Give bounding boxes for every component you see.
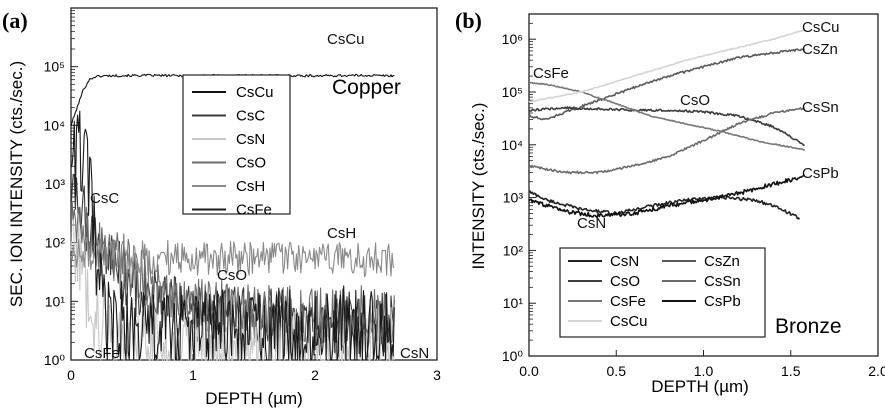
panel-a-label: (a) bbox=[2, 8, 28, 33]
a-y-tick-label: 10⁵ bbox=[44, 59, 65, 75]
a-x-tick-label: 2 bbox=[311, 367, 319, 383]
series-line-cszn bbox=[528, 48, 805, 121]
legend-label-cssn: CsSn bbox=[704, 273, 741, 290]
legend-label-cscu: CsCu bbox=[610, 313, 648, 330]
panel-b-label: (b) bbox=[455, 8, 482, 33]
series-line-cso bbox=[70, 200, 395, 344]
panel-a-ticks: 10⁰ 10¹ 10² 10³ 10⁴ 10⁵ 0 1 2 3 bbox=[43, 10, 441, 383]
b-x-tick-label: 0.0 bbox=[519, 363, 539, 379]
panel-b-legend-box bbox=[559, 247, 766, 338]
b-x-tick-label: 2.0 bbox=[868, 363, 885, 379]
series-label-csn: CsN bbox=[577, 215, 606, 232]
series-label-cspb: CsPb bbox=[802, 165, 839, 182]
legend-label-cspb: CsPb bbox=[704, 293, 741, 310]
series-label-cssn: CsSn bbox=[802, 99, 839, 116]
panel-a-legend-box bbox=[182, 74, 291, 215]
b-x-tick-label: 1.0 bbox=[694, 363, 714, 379]
b-y-tick-label: 10⁵ bbox=[502, 84, 523, 100]
series-label-cso: CsO bbox=[217, 267, 247, 284]
series-label-csh: CsH bbox=[327, 225, 356, 242]
b-y-tick-label: 10¹ bbox=[503, 295, 524, 311]
b-y-tick-label: 10⁶ bbox=[502, 31, 523, 47]
series-line-csfe bbox=[70, 110, 395, 361]
series-line-cssn bbox=[528, 107, 805, 175]
series-label-cszn: CsZn bbox=[802, 41, 838, 58]
series-line-cscu bbox=[528, 29, 805, 103]
legend-label-csn: CsN bbox=[610, 253, 639, 270]
panel-b-legend: CsN CsZn CsO CsSn CsFe CsPb CsCu bbox=[559, 247, 766, 338]
panel-a-y-axis-title: SEC. ION INTENSITY (cts./sec.) bbox=[7, 61, 26, 307]
b-x-tick-label: 1.5 bbox=[781, 363, 801, 379]
panel-a-material-label: Copper bbox=[332, 76, 401, 99]
a-x-tick-label: 0 bbox=[67, 367, 75, 383]
series-label-csfe: CsFe bbox=[84, 345, 120, 362]
panel-a-legend: CsCu CsC CsN CsO CsH CsFe bbox=[182, 74, 291, 219]
legend-label-cscu: CsCu bbox=[236, 84, 274, 101]
panel-b-x-axis-title: DEPTH (µm) bbox=[651, 377, 749, 396]
series-line-csh bbox=[70, 236, 395, 278]
panel-b-series: CsN CsZn CsO CsSn CsFe CsPb CsCu bbox=[528, 19, 840, 232]
series-label-cscu: CsCu bbox=[327, 31, 365, 48]
chart-panel-a: (a) 10⁰ 10¹ 10² 10³ 10⁴ 10⁵ 0 1 2 3 CsCu CsC CsN CsO… bbox=[2, 7, 441, 408]
series-label-csn: CsN bbox=[400, 345, 429, 362]
b-y-tick-label: 10⁴ bbox=[501, 137, 523, 153]
chart-panel-b: (b) 10⁰ 10¹ 10² 10³ 10⁴ 10⁵ 10⁶ 0.0 0.5 1.0 1.5 2.0… bbox=[455, 8, 885, 396]
b-y-tick-label: 10⁰ bbox=[502, 348, 524, 364]
series-label-csfe: CsFe bbox=[533, 65, 569, 82]
a-x-tick-label: 1 bbox=[189, 367, 197, 383]
legend-label-cszn: CsZn bbox=[704, 253, 740, 270]
panel-a-x-axis-title: DEPTH (µm) bbox=[205, 389, 303, 408]
series-label-cso: CsO bbox=[680, 92, 710, 109]
b-y-tick-label: 10³ bbox=[503, 190, 524, 206]
a-y-tick-label: 10³ bbox=[45, 176, 66, 192]
panel-b-ticks: 10⁰ 10¹ 10² 10³ 10⁴ 10⁵ 10⁶ 0.0 0.5 1.0 1.5 2.0 bbox=[501, 13, 885, 379]
panel-b-y-axis-title: INTENSITY (cts./sec.) bbox=[469, 103, 488, 270]
a-y-tick-label: 10¹ bbox=[45, 293, 66, 309]
legend-label-csfe: CsFe bbox=[236, 202, 272, 219]
b-x-tick-label: 0.5 bbox=[607, 363, 627, 379]
b-y-tick-label: 10² bbox=[503, 242, 524, 258]
legend-label-csfe: CsFe bbox=[610, 293, 646, 310]
series-label-csc: CsC bbox=[90, 190, 119, 207]
a-y-tick-label: 10⁰ bbox=[44, 352, 66, 368]
a-x-tick-label: 3 bbox=[433, 367, 441, 383]
series-line-cspb bbox=[528, 174, 806, 219]
series-line-csfe bbox=[528, 81, 805, 151]
legend-label-csn: CsN bbox=[236, 131, 265, 148]
series-label-cscu: CsCu bbox=[802, 19, 840, 36]
legend-label-cso: CsO bbox=[610, 273, 640, 290]
a-y-tick-label: 10² bbox=[45, 235, 66, 251]
series-line-cso bbox=[528, 106, 805, 146]
legend-label-csc: CsC bbox=[236, 108, 265, 125]
panel-b-material-label: Bronze bbox=[775, 315, 842, 338]
a-y-tick-label: 10⁴ bbox=[43, 117, 65, 133]
legend-label-csh: CsH bbox=[236, 178, 265, 195]
legend-label-cso: CsO bbox=[236, 155, 266, 172]
series-line-csn bbox=[528, 190, 801, 220]
